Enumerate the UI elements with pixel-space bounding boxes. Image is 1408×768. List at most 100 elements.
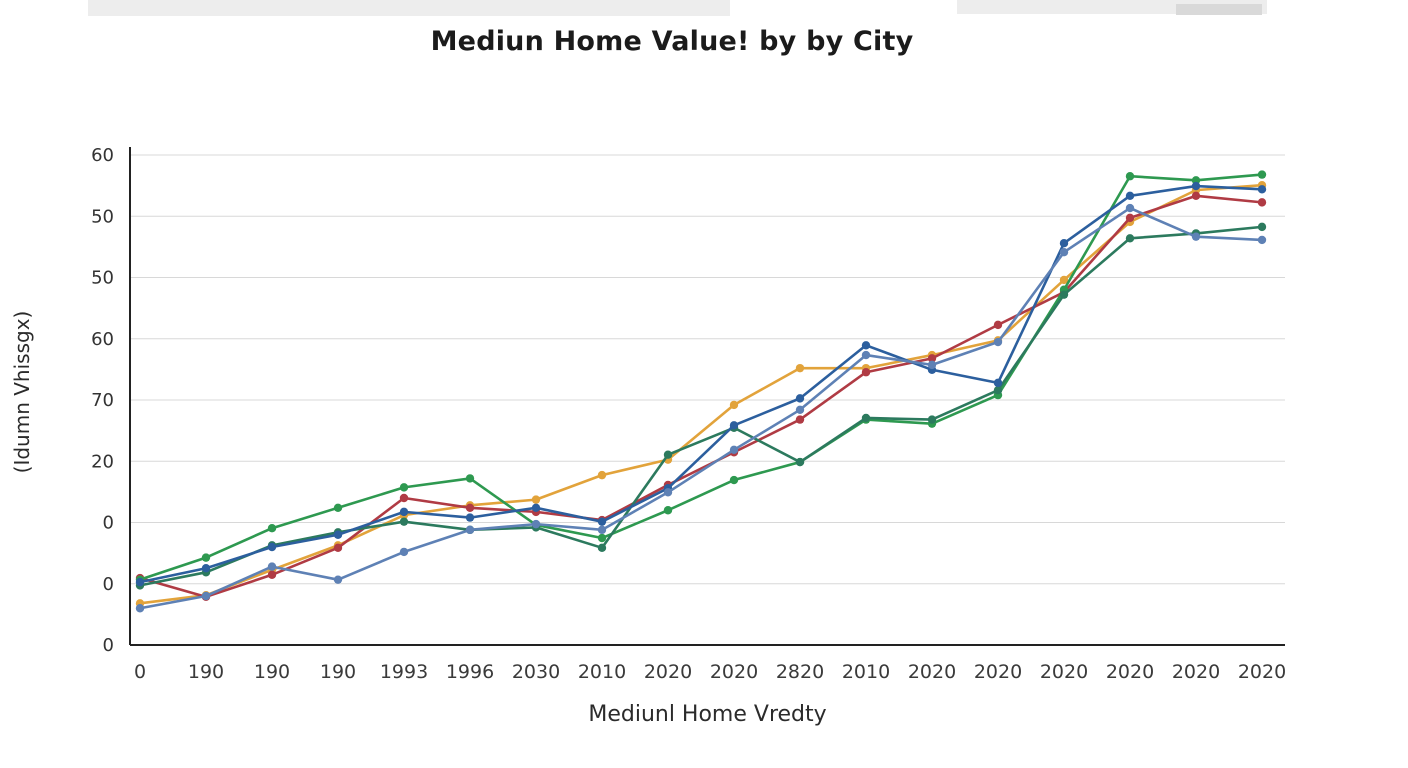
data-point-series-slate <box>663 488 673 497</box>
y-tick-label: 50 <box>91 206 114 227</box>
x-tick-label: 2020 <box>1172 661 1220 683</box>
data-point-series-orange <box>597 470 607 480</box>
y-tick-label: 50 <box>91 268 114 289</box>
y-tick-label: 0 <box>103 574 114 595</box>
data-point-series-slate <box>597 525 607 535</box>
top-artifact-strip <box>88 0 730 16</box>
series-line-series-red <box>138 194 1264 599</box>
data-point-series-blue <box>597 517 607 526</box>
x-tick-label: 2020 <box>1106 661 1154 683</box>
data-point-series-blue <box>795 394 805 403</box>
data-point-series-orange <box>1059 275 1069 285</box>
data-point-series-teal <box>399 517 409 526</box>
data-point-series-red <box>927 354 937 363</box>
data-point-series-orange <box>531 495 541 504</box>
x-tick-label: 2020 <box>644 661 692 683</box>
data-point-series-green <box>201 553 211 562</box>
data-point-series-teal <box>993 386 1003 395</box>
y-tick-label: 0 <box>103 513 114 534</box>
data-point-series-red <box>1257 198 1267 207</box>
data-point-series-blue <box>465 513 475 522</box>
x-tick-label: 2020 <box>908 661 956 683</box>
data-point-series-red <box>399 493 409 503</box>
data-point-series-blue <box>333 530 343 539</box>
data-point-series-blue <box>729 421 739 430</box>
data-point-series-red <box>993 320 1003 330</box>
series-line-series-green <box>138 173 1264 581</box>
data-point-series-slate <box>993 337 1003 347</box>
data-point-series-red <box>1125 213 1135 223</box>
x-tick-label: 2030 <box>512 661 560 683</box>
data-point-series-green <box>729 475 739 485</box>
data-point-series-green <box>267 524 277 533</box>
x-tick-label: 1993 <box>380 661 428 683</box>
x-tick-label: 2010 <box>842 661 890 683</box>
data-point-series-slate <box>267 562 277 571</box>
data-point-series-slate <box>333 575 343 584</box>
data-point-series-red <box>333 543 343 553</box>
x-tick-label: 190 <box>254 661 290 683</box>
data-point-series-teal <box>597 543 607 553</box>
data-point-series-slate <box>1191 232 1201 241</box>
data-point-series-blue <box>135 577 145 587</box>
data-point-series-blue <box>861 341 871 350</box>
data-point-series-teal <box>861 413 871 423</box>
x-tick-label: 2020 <box>974 661 1022 683</box>
data-point-series-blue <box>1059 239 1069 248</box>
x-tick-label: 1996 <box>446 661 494 683</box>
x-tick-label: 2020 <box>1238 661 1286 683</box>
data-point-series-green <box>663 506 673 515</box>
series-line-series-blue <box>138 184 1264 584</box>
data-point-series-teal <box>663 450 673 459</box>
x-tick-label: 2010 <box>578 661 626 683</box>
x-tick-label: 190 <box>188 661 224 683</box>
x-tick-label: 2820 <box>776 661 824 683</box>
x-axis-title: Mediunl Home Vredty <box>588 702 827 727</box>
data-point-series-teal <box>1125 234 1135 243</box>
top-artifact-strip <box>1176 4 1262 15</box>
data-point-series-teal <box>795 457 805 467</box>
data-point-series-blue <box>1191 181 1201 191</box>
data-point-series-teal <box>1257 222 1267 232</box>
data-point-series-blue <box>267 542 277 552</box>
data-point-series-slate <box>399 547 409 557</box>
data-point-series-teal <box>927 415 937 424</box>
data-point-series-blue <box>531 503 541 512</box>
data-point-series-blue <box>993 378 1003 388</box>
data-point-series-orange <box>729 400 739 410</box>
data-point-series-orange <box>795 363 805 373</box>
data-point-series-slate <box>201 591 211 601</box>
data-point-series-slate <box>1257 235 1267 245</box>
data-point-series-blue <box>1125 191 1135 201</box>
data-point-series-green <box>465 474 475 483</box>
data-point-series-green <box>333 503 343 512</box>
data-point-series-green <box>597 533 607 543</box>
data-point-series-red <box>465 503 475 512</box>
data-point-series-slate <box>1125 203 1135 213</box>
data-point-series-slate <box>795 405 805 414</box>
data-point-series-slate <box>135 604 145 613</box>
data-point-series-slate <box>927 360 937 370</box>
data-point-series-slate <box>1059 247 1069 257</box>
data-point-series-slate <box>531 519 541 529</box>
data-point-series-green <box>1257 170 1267 179</box>
data-point-series-blue <box>399 507 409 517</box>
data-point-series-red <box>861 368 871 377</box>
chart-title: Mediun Home Value! by by City <box>430 26 914 57</box>
series-line-series-teal <box>138 225 1264 587</box>
data-point-series-blue <box>1257 185 1267 194</box>
data-point-series-green <box>399 483 409 492</box>
x-tick-label: 2020 <box>710 661 758 683</box>
data-point-series-blue <box>201 564 211 573</box>
y-tick-label: 60 <box>91 329 114 350</box>
y-axis-title: (Idumn Vhissgx) <box>10 310 34 474</box>
data-point-series-slate <box>729 445 739 455</box>
data-point-series-red <box>1191 191 1201 201</box>
y-tick-label: 60 <box>91 145 114 166</box>
series-line-series-slate <box>138 206 1264 610</box>
y-tick-label: 20 <box>91 451 114 472</box>
data-point-series-red <box>267 570 277 579</box>
y-tick-label: 0 <box>103 635 114 656</box>
